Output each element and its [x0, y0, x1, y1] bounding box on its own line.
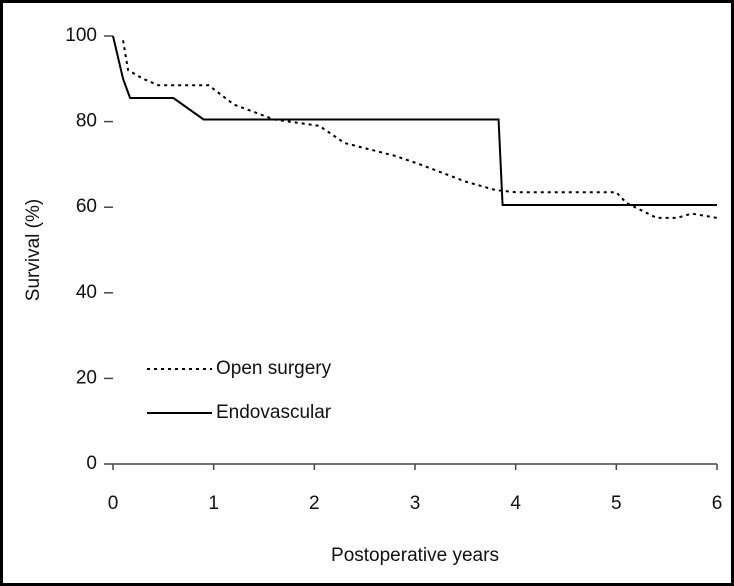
- legend-label: Endovascular: [216, 402, 332, 423]
- y-tick-label: 100: [65, 25, 97, 46]
- x-tick-label: 4: [510, 493, 521, 514]
- x-tick-label: 1: [208, 493, 219, 514]
- y-axis-label: Survival (%): [23, 199, 44, 301]
- survival-line: [112, 35, 717, 207]
- y-tick-label: 0: [86, 453, 97, 474]
- y-tick-label: 40: [76, 282, 97, 303]
- x-tick-label: 6: [712, 493, 723, 514]
- y-tick-label: 80: [76, 111, 97, 132]
- x-tick-label: 0: [108, 493, 119, 514]
- legend-label: Open surgery: [216, 358, 332, 379]
- x-tick-label: 5: [611, 493, 622, 514]
- x-tick-label: 2: [309, 493, 320, 514]
- x-tick-label: 3: [410, 493, 421, 514]
- survival-line: [122, 40, 718, 219]
- y-tick-label: 60: [76, 196, 97, 217]
- y-tick-label: 20: [76, 367, 97, 388]
- x-axis-label: Postoperative years: [331, 545, 499, 566]
